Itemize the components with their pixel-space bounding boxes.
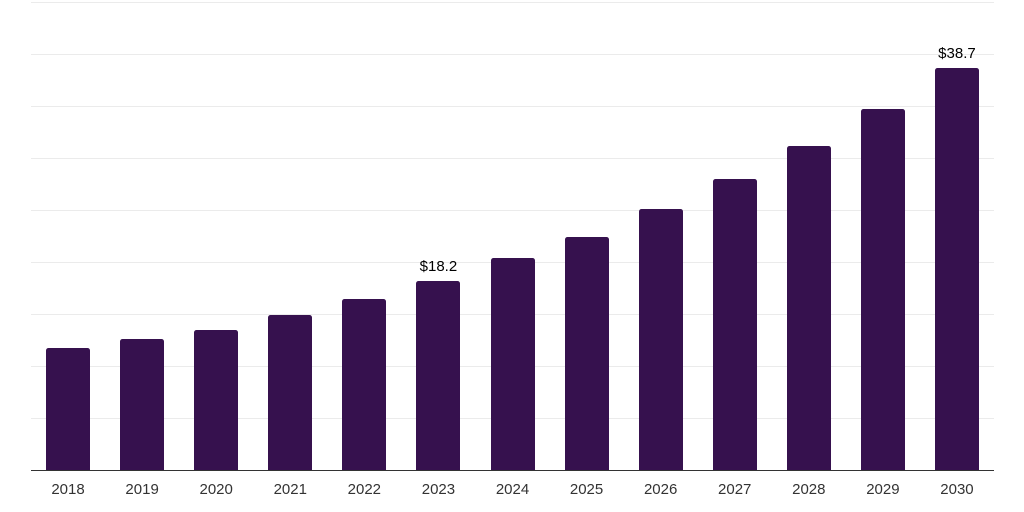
x-tick-label-2025: 2025 xyxy=(569,481,604,498)
x-tick-label-2018: 2018 xyxy=(51,481,85,498)
x-tick-label-2022: 2022 xyxy=(347,481,382,498)
bar-2027[interactable] xyxy=(712,178,757,470)
x-tick-label-2019: 2019 xyxy=(125,481,159,498)
bar-2025[interactable] xyxy=(564,237,609,470)
x-tick-label-2024: 2024 xyxy=(495,481,530,498)
bar-2023[interactable] xyxy=(416,280,461,470)
gridline xyxy=(31,106,994,107)
bar-2019[interactable] xyxy=(120,338,165,470)
gridline xyxy=(31,210,994,211)
bar-2022[interactable] xyxy=(342,299,387,470)
value-label-2030: $38.7 xyxy=(938,44,976,62)
bar-2028[interactable] xyxy=(786,145,831,470)
x-tick-label-2030: 2030 xyxy=(940,481,974,498)
bar-2029[interactable] xyxy=(860,109,905,470)
x-tick-label-2029: 2029 xyxy=(866,481,900,498)
x-tick-label-2021: 2021 xyxy=(273,481,307,498)
gridline xyxy=(31,54,994,55)
bar-2026[interactable] xyxy=(638,208,683,470)
value-label-2023: $18.2 xyxy=(419,257,458,275)
gridline xyxy=(31,158,994,159)
bar-2024[interactable] xyxy=(490,257,535,470)
x-axis-line xyxy=(31,469,994,471)
plot-area xyxy=(31,0,994,471)
x-tick-label-2023: 2023 xyxy=(421,481,456,498)
x-tick-label-2028: 2028 xyxy=(792,481,826,498)
x-tick-label-2026: 2026 xyxy=(643,481,678,498)
bar-2020[interactable] xyxy=(194,329,239,470)
x-tick-label-2027: 2027 xyxy=(718,481,752,498)
bar-2018[interactable] xyxy=(46,348,91,470)
x-tick-label-2020: 2020 xyxy=(199,481,233,498)
bar-2021[interactable] xyxy=(268,315,313,470)
bar-2030[interactable] xyxy=(934,67,979,470)
gridline xyxy=(31,2,994,3)
